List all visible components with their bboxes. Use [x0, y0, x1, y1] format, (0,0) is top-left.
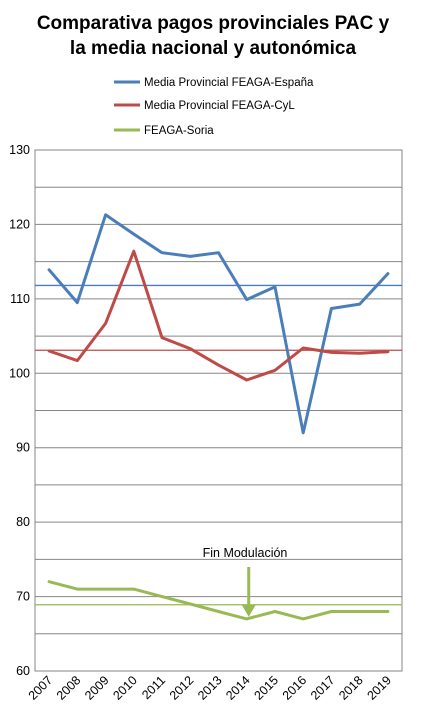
- y-tick-label: 120: [9, 217, 30, 231]
- series-line: [47, 249, 390, 382]
- x-tick-label: 2017: [308, 673, 338, 703]
- x-tick-label: 2007: [26, 673, 56, 703]
- legend-label: FEAGA-Soria: [144, 125, 214, 137]
- x-tick-label: 2018: [336, 673, 366, 703]
- y-tick-label: 70: [16, 590, 30, 604]
- series-lines: [47, 213, 390, 621]
- x-tick-label: 2012: [167, 673, 197, 703]
- plot-area: [34, 149, 403, 672]
- annotation: Fin Modulación: [203, 546, 288, 617]
- x-tick-label: 2009: [82, 673, 112, 703]
- y-tick-label: 130: [9, 143, 30, 157]
- x-tick-label: 2011: [139, 673, 168, 702]
- x-tick-label: 2019: [364, 673, 394, 703]
- x-tick-label: 2013: [195, 673, 225, 703]
- y-tick-label: 60: [16, 664, 30, 678]
- chart-title: Comparativa pagos provinciales PAC y la …: [37, 13, 390, 59]
- x-tick-label: 2014: [223, 673, 253, 703]
- chart-title-line-1: Comparativa pagos provinciales PAC y: [37, 13, 390, 34]
- annotation-label: Fin Modulación: [203, 546, 288, 560]
- y-tick-label: 100: [9, 366, 30, 380]
- series-line: [47, 580, 390, 621]
- legend: Media Provincial FEAGA-España Media Provi…: [114, 77, 314, 137]
- series-line: [47, 213, 390, 435]
- x-tick-label: 2010: [110, 673, 140, 703]
- legend-label: Media Provincial FEAGA-España: [144, 77, 314, 89]
- y-axis: 60 70 80 90 100 110 120 130: [9, 143, 30, 678]
- legend-label: Media Provincial FEAGA-CyL: [144, 100, 295, 112]
- x-tick-label: 2015: [252, 673, 282, 703]
- x-tick-label: 2016: [280, 673, 310, 703]
- annotation-arrow-head: [241, 604, 256, 617]
- y-tick-label: 80: [16, 515, 30, 529]
- average-lines: [35, 284, 402, 606]
- y-tick-label: 90: [16, 441, 30, 455]
- chart-title-line-2: la media nacional y autonómica: [70, 38, 357, 59]
- y-tick-label: 110: [10, 292, 30, 306]
- x-tick-label: 2008: [54, 673, 84, 703]
